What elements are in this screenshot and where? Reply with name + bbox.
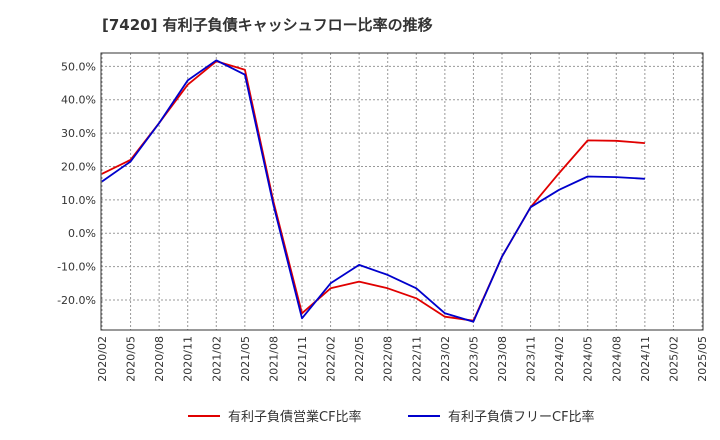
x-tick-label: 2024/05: [582, 336, 595, 382]
x-tick-label: 2024/11: [639, 336, 652, 382]
x-tick-label: 2022/08: [382, 336, 395, 382]
x-axis-ticks: 2020/02 2020/05 2020/08 2020/11 2021/02 2021/…: [96, 336, 709, 382]
legend: 有利子負債営業CF比率 有利子負債フリーCF比率: [188, 409, 595, 425]
y-tick-label: 20.0%: [61, 160, 96, 173]
y-tick-label: -10.0%: [57, 261, 96, 274]
x-tick-label: 2021/05: [239, 336, 252, 382]
x-tick-label: 2022/11: [410, 336, 423, 382]
grid-lines: [101, 53, 703, 330]
y-tick-label: -20.0%: [57, 294, 96, 307]
x-tick-label: 2023/08: [496, 336, 509, 382]
series-line-2: [101, 59, 645, 323]
legend-label-2: 有利子負債フリーCF比率: [448, 409, 595, 425]
chart-title: [7420] 有利子負債キャッシュフロー比率の推移: [102, 16, 433, 34]
x-tick-label: 2020/08: [153, 336, 166, 382]
x-tick-label: 2024/08: [610, 336, 623, 382]
y-tick-label: 10.0%: [61, 194, 96, 207]
x-tick-label: 2021/08: [267, 336, 280, 382]
x-tick-label: 2022/02: [325, 336, 338, 382]
x-tick-label: 2023/02: [439, 336, 452, 382]
y-tick-label: 30.0%: [61, 127, 96, 140]
plot-area-frame: [100, 52, 704, 331]
x-tick-label: 2021/11: [296, 336, 309, 382]
x-tick-label: 2020/05: [125, 336, 138, 382]
x-tick-label: 2023/11: [525, 336, 538, 382]
y-tick-label: 0.0%: [68, 227, 96, 240]
x-tick-label: 2025/05: [696, 336, 709, 382]
x-tick-label: 2021/02: [210, 336, 223, 382]
series-lines: [101, 59, 645, 323]
x-tick-label: 2020/11: [182, 336, 195, 382]
x-tick-label: 2020/02: [96, 336, 109, 382]
x-tick-label: 2023/05: [467, 336, 480, 382]
y-tick-label: 50.0%: [61, 60, 96, 73]
series-line-1: [101, 60, 645, 322]
x-tick-label: 2024/02: [553, 336, 566, 382]
y-axis-ticks: 50.0% 40.0% 30.0% 20.0% 10.0% 0.0% -10.0% -20.0…: [57, 60, 96, 307]
legend-label-1: 有利子負債営業CF比率: [228, 409, 362, 425]
x-tick-label: 2025/02: [667, 336, 680, 382]
x-tick-label: 2022/05: [353, 336, 366, 382]
y-tick-label: 40.0%: [61, 94, 96, 107]
